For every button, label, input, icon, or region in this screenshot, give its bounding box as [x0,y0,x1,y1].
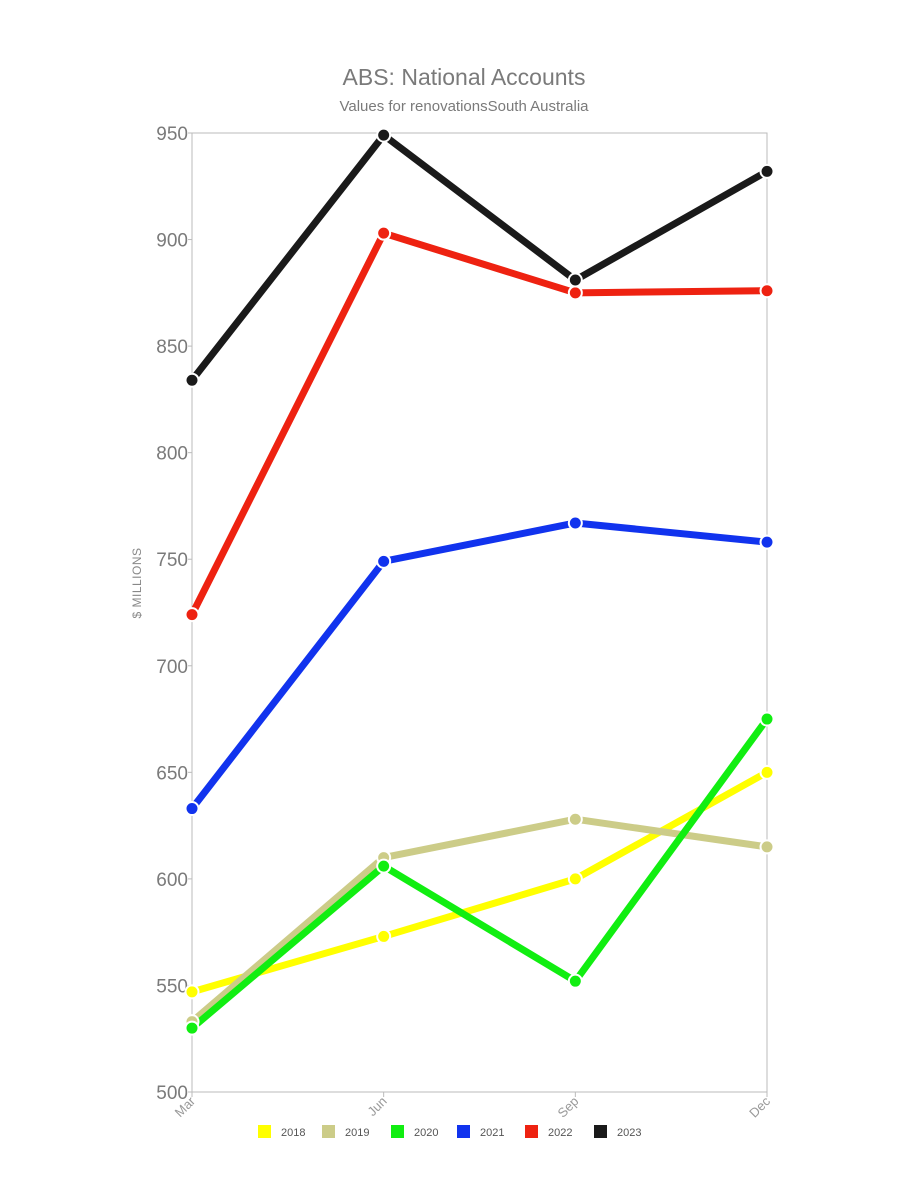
x-tick-label: Jun [364,1094,389,1119]
legend-swatch [322,1125,335,1138]
data-point-2019[interactable] [759,839,775,855]
legend-swatch [258,1125,271,1138]
x-tick-label: Sep [554,1094,581,1121]
legend-item-2021[interactable]: 2021 [457,1125,504,1139]
y-tick-label: 700 [156,657,188,678]
data-point-2022[interactable] [376,225,392,241]
series-lines [188,131,771,1032]
legend-swatch [594,1125,607,1138]
y-tick-label: 800 [156,444,188,465]
series-line-2021 [188,519,771,813]
data-point-2022[interactable] [184,607,200,623]
legend-item-2019[interactable]: 2019 [322,1125,369,1139]
data-point-2021[interactable] [759,534,775,550]
data-point-2022[interactable] [759,283,775,299]
chart-title: ABS: National Accounts [343,64,586,90]
series-line-2022 [188,229,771,619]
y-tick-label: 600 [156,870,188,891]
x-axis-ticks: Mar Jun Sep Dec [172,1092,773,1121]
data-point-2020[interactable] [376,858,392,874]
legend: 2018 2019 2020 2021 2022 2023 [258,1125,641,1139]
data-point-2018[interactable] [184,984,200,1000]
data-point-2020[interactable] [184,1020,200,1036]
data-point-2021[interactable] [184,801,200,817]
legend-swatch [525,1125,538,1138]
y-axis-ticks: 500 550 600 650 700 750 800 850 900 950 [156,124,192,1104]
data-point-2018[interactable] [376,928,392,944]
legend-swatch [391,1125,404,1138]
y-tick-label: 550 [156,976,188,997]
data-point-2020[interactable] [567,973,583,989]
y-tick-label: 900 [156,231,188,252]
data-point-2023[interactable] [567,272,583,288]
y-tick-label: 850 [156,337,188,358]
y-tick-label: 650 [156,763,188,784]
chart-subtitle: Values for renovationsSouth Australia [339,98,589,115]
legend-swatch [457,1125,470,1138]
y-tick-label: 950 [156,124,188,145]
series-line-2023 [188,131,771,384]
legend-label: 2021 [480,1127,504,1139]
data-point-2020[interactable] [759,711,775,727]
series-line-2019 [188,815,771,1026]
legend-item-2023[interactable]: 2023 [594,1125,641,1139]
data-point-2023[interactable] [376,127,392,143]
y-tick-label: 750 [156,550,188,571]
legend-label: 2018 [281,1127,305,1139]
series-line-2020 [188,715,771,1032]
y-axis-label: $ MILLIONS [130,547,144,618]
series-line-2018 [188,768,771,996]
data-point-2023[interactable] [759,163,775,179]
legend-item-2022[interactable]: 2022 [525,1125,572,1139]
x-tick-label: Dec [746,1093,773,1120]
data-point-2023[interactable] [184,372,200,388]
legend-label: 2022 [548,1127,572,1139]
data-point-2019[interactable] [567,811,583,827]
series-points [184,127,775,1036]
data-point-2021[interactable] [376,553,392,569]
y-tick-label: 500 [156,1083,188,1104]
data-point-2022[interactable] [567,285,583,301]
legend-item-2018[interactable]: 2018 [258,1125,305,1139]
legend-label: 2023 [617,1127,641,1139]
data-point-2021[interactable] [567,515,583,531]
data-point-2018[interactable] [759,764,775,780]
legend-label: 2019 [345,1127,369,1139]
data-point-2018[interactable] [567,871,583,887]
legend-item-2020[interactable]: 2020 [391,1125,438,1139]
legend-label: 2020 [414,1127,438,1139]
